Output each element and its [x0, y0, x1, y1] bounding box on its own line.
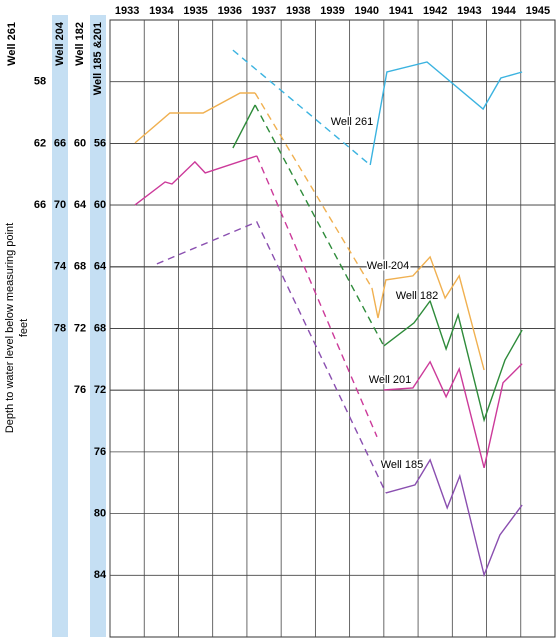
x-tick-label: 1944 [491, 5, 516, 17]
y-tick-label: 68 [94, 322, 106, 334]
y-tick-label: 72 [74, 322, 86, 334]
series-label: Well 261 [331, 116, 374, 128]
series-line [369, 61, 523, 166]
series-line [256, 155, 378, 438]
series-label: Well 185 [381, 459, 424, 471]
axis-band [52, 15, 68, 637]
y-axis-units: feet [18, 319, 30, 337]
y-tick-label: 68 [74, 261, 86, 273]
x-tick-label: 1933 [115, 5, 139, 17]
y-tick-label: 64 [94, 261, 107, 273]
x-tick-label: 1935 [183, 5, 207, 17]
series-line [383, 299, 523, 423]
y-tick-label: 76 [94, 446, 106, 458]
y-tick-label: 74 [54, 261, 67, 273]
y-tick-label: 66 [34, 199, 46, 211]
y-tick-label: 84 [94, 569, 107, 581]
axis-header: Well 204 [54, 21, 66, 66]
x-tick-label: 1936 [218, 5, 242, 17]
x-tick-label: 1939 [320, 5, 344, 17]
axis-header: Well 185 &201 [92, 22, 104, 95]
y-tick-label: 70 [54, 199, 66, 211]
y-tick-label: 58 [34, 76, 46, 88]
series-line [371, 255, 485, 371]
y-tick-label: 62 [34, 137, 46, 149]
y-tick-label: 66 [54, 137, 66, 149]
series-line [134, 155, 258, 206]
series-label: Well 182 [396, 290, 439, 302]
x-tick-label: 1942 [423, 5, 447, 17]
y-tick-label: 60 [74, 137, 86, 149]
y-axis-label: Depth to water level below measuring poi… [4, 223, 16, 433]
series-label: Well 201 [369, 374, 412, 386]
series-line [156, 220, 387, 494]
y-tick-label: 56 [94, 137, 106, 149]
series-line [232, 104, 256, 149]
y-tick-label: 72 [94, 384, 106, 396]
series-line [134, 92, 256, 144]
series-line [254, 104, 385, 347]
x-tick-label: 1941 [389, 5, 413, 17]
x-tick-label: 1938 [286, 5, 310, 17]
y-tick-label: 80 [94, 508, 106, 520]
series-line [385, 458, 523, 578]
axis-band [90, 15, 106, 637]
x-tick-label: 1945 [526, 5, 550, 17]
y-tick-label: 76 [74, 384, 86, 396]
axis-header: Well 182 [74, 22, 86, 66]
x-tick-label: 1937 [252, 5, 276, 17]
x-tick-label: 1943 [457, 5, 481, 17]
series-label: Well 204 [367, 260, 410, 272]
series-line [254, 92, 373, 289]
y-tick-label: 78 [54, 322, 66, 334]
y-tick-label: 60 [94, 199, 106, 211]
x-tick-label: 1940 [354, 5, 378, 17]
axis-header: Well 261 [6, 22, 18, 66]
series-line [232, 49, 371, 166]
x-tick-label: 1934 [149, 5, 174, 17]
y-tick-label: 64 [74, 199, 87, 211]
series-line [383, 360, 523, 468]
